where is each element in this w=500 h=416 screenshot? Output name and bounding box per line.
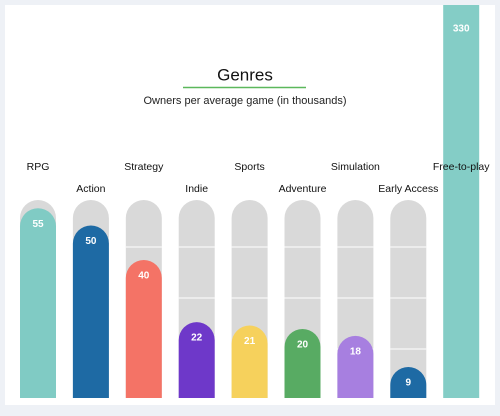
value-label: 21 bbox=[244, 336, 256, 347]
category-label: Sports bbox=[234, 161, 264, 173]
category-label: RPG bbox=[27, 161, 50, 173]
category-label: Indie bbox=[185, 183, 208, 195]
bars: 55 RPG 50 Action 40 Strategy 22 Indie 21 Sports 20… bbox=[20, 5, 490, 398]
value-label: 20 bbox=[297, 340, 309, 351]
value-label: 50 bbox=[85, 236, 97, 247]
bar bbox=[20, 208, 56, 398]
value-label: 18 bbox=[350, 347, 362, 358]
category-label: Action bbox=[76, 183, 105, 195]
category-label: Adventure bbox=[279, 183, 327, 195]
category-label: Simulation bbox=[331, 161, 380, 173]
value-label: 9 bbox=[406, 378, 412, 389]
chart-title: Genres bbox=[217, 65, 273, 84]
bar bbox=[337, 335, 374, 398]
value-label: 22 bbox=[191, 333, 203, 344]
bar bbox=[178, 322, 215, 398]
bar bbox=[284, 329, 321, 398]
bar bbox=[72, 225, 109, 398]
value-label: 330 bbox=[453, 24, 470, 35]
value-label: 40 bbox=[138, 271, 150, 282]
category-label: Strategy bbox=[124, 161, 164, 173]
bar bbox=[231, 325, 268, 398]
category-label: Early Access bbox=[378, 183, 438, 195]
category-label: Free-to-play bbox=[433, 161, 490, 173]
bar bbox=[390, 366, 427, 398]
bar bbox=[443, 5, 480, 398]
chart-subtitle: Owners per average game (in thousands) bbox=[144, 95, 347, 107]
bar bbox=[125, 260, 162, 398]
value-label: 55 bbox=[32, 219, 44, 230]
